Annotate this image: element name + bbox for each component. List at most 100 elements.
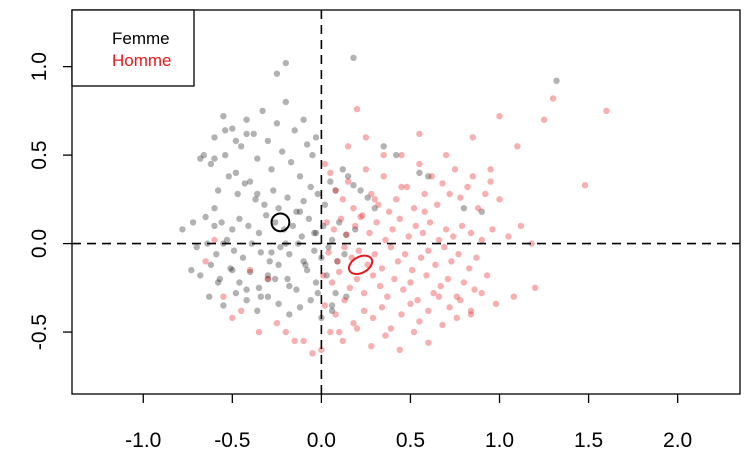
data-point-femme-132 xyxy=(343,293,350,300)
data-point-homme-138 xyxy=(353,105,361,113)
data-point-homme-144 xyxy=(229,314,236,322)
data-point-homme-107 xyxy=(425,307,432,314)
data-point-femme-16 xyxy=(282,98,289,106)
group-means-layer xyxy=(270,212,374,275)
data-point-homme-40 xyxy=(396,215,403,222)
data-point-femme-122 xyxy=(311,229,318,237)
data-point-homme-145 xyxy=(282,328,289,336)
data-point-femme-8 xyxy=(246,178,254,185)
data-point-homme-97 xyxy=(332,311,339,318)
data-point-femme-83 xyxy=(188,266,195,274)
data-point-homme-27 xyxy=(482,190,489,198)
data-point-homme-41 xyxy=(405,233,412,240)
data-point-homme-85 xyxy=(400,286,407,293)
axes-layer: -1.0 -0.5 0.0 0.5 1.0 1.5 2.0 -0.5 0.0 0.5 1.0 xyxy=(28,52,692,452)
data-point-femme-19 xyxy=(296,173,304,180)
data-point-homme-87 xyxy=(414,297,421,304)
data-point-femme-67 xyxy=(213,251,220,258)
data-point-homme-81 xyxy=(369,272,377,279)
data-point-femme-118 xyxy=(254,190,261,198)
data-point-homme-74 xyxy=(473,254,480,261)
data-point-femme-57 xyxy=(298,233,305,240)
data-point-homme-102 xyxy=(378,304,386,311)
data-point-homme-108 xyxy=(435,293,443,300)
data-point-femme-138 xyxy=(478,208,485,215)
data-point-femme-137 xyxy=(460,205,468,212)
data-point-femme-41 xyxy=(344,173,352,180)
data-point-femme-38 xyxy=(327,178,334,185)
data-point-homme-136 xyxy=(416,130,423,138)
data-point-femme-28 xyxy=(252,196,259,203)
data-point-homme-93 xyxy=(460,279,468,286)
data-point-femme-35 xyxy=(307,183,314,191)
data-point-femme-23 xyxy=(312,134,320,141)
data-point-homme-26 xyxy=(474,205,482,212)
data-point-homme-111 xyxy=(467,311,475,318)
mean-ellipse-femme xyxy=(270,212,291,233)
data-point-femme-99 xyxy=(206,293,213,300)
data-point-femme-37 xyxy=(321,201,329,208)
data-point-femme-61 xyxy=(328,236,336,244)
data-point-femme-42 xyxy=(350,182,357,189)
data-point-homme-67 xyxy=(417,254,425,261)
data-point-femme-29 xyxy=(261,201,268,208)
data-point-homme-96 xyxy=(321,302,329,309)
data-point-homme-115 xyxy=(531,284,539,291)
data-point-femme-105 xyxy=(275,300,282,307)
data-point-femme-22 xyxy=(309,151,316,159)
data-point-femme-15 xyxy=(279,148,286,155)
data-point-homme-78 xyxy=(346,284,354,291)
data-point-femme-92 xyxy=(275,261,282,268)
data-point-homme-114 xyxy=(510,293,517,300)
data-point-femme-94 xyxy=(293,286,300,293)
data-point-homme-9 xyxy=(375,201,382,208)
data-point-homme-149 xyxy=(264,275,272,283)
data-point-femme-20 xyxy=(300,116,307,123)
data-point-homme-135 xyxy=(442,151,450,159)
data-point-homme-109 xyxy=(446,304,453,311)
data-point-femme-73 xyxy=(266,258,273,265)
data-point-femme-140 xyxy=(350,54,357,61)
data-point-homme-125 xyxy=(453,314,460,322)
data-point-homme-91 xyxy=(444,275,452,283)
data-point-homme-140 xyxy=(291,337,298,345)
data-point-homme-157 xyxy=(398,183,405,191)
data-point-homme-29 xyxy=(496,196,503,203)
data-point-femme-111 xyxy=(179,226,186,233)
data-point-homme-132 xyxy=(549,95,557,102)
data-point-femme-129 xyxy=(300,258,307,265)
data-point-femme-98 xyxy=(332,289,339,297)
data-point-femme-146 xyxy=(264,275,272,283)
data-point-femme-14 xyxy=(273,120,281,127)
data-point-homme-38 xyxy=(382,236,389,244)
legend: Femme Homme xyxy=(71,9,195,87)
data-point-homme-88 xyxy=(423,272,430,279)
data-point-homme-143 xyxy=(238,307,245,314)
data-point-homme-57 xyxy=(341,243,348,251)
data-point-homme-30 xyxy=(323,219,330,226)
data-point-femme-136 xyxy=(425,173,432,180)
data-point-homme-60 xyxy=(364,261,371,268)
data-point-homme-37 xyxy=(373,219,380,226)
data-point-homme-110 xyxy=(457,297,464,304)
data-point-homme-124 xyxy=(439,321,446,329)
data-point-homme-43 xyxy=(419,229,427,237)
data-point-femme-116 xyxy=(232,137,240,145)
data-point-homme-147 xyxy=(318,346,325,353)
data-point-homme-76 xyxy=(328,279,336,286)
data-point-femme-124 xyxy=(229,266,236,274)
data-point-femme-53 xyxy=(263,212,270,219)
data-point-homme-56 xyxy=(334,258,341,265)
data-point-femme-90 xyxy=(255,284,263,291)
data-point-homme-92 xyxy=(453,293,460,300)
data-point-homme-7 xyxy=(362,166,370,173)
x-tick-label-3: 0.5 xyxy=(396,429,425,452)
data-point-homme-79 xyxy=(353,275,361,283)
data-point-femme-21 xyxy=(303,141,311,148)
data-point-femme-74 xyxy=(277,243,284,251)
data-point-femme-82 xyxy=(341,251,348,258)
data-point-homme-134 xyxy=(469,134,476,141)
data-point-homme-126 xyxy=(467,307,475,314)
data-point-homme-116 xyxy=(327,328,334,336)
